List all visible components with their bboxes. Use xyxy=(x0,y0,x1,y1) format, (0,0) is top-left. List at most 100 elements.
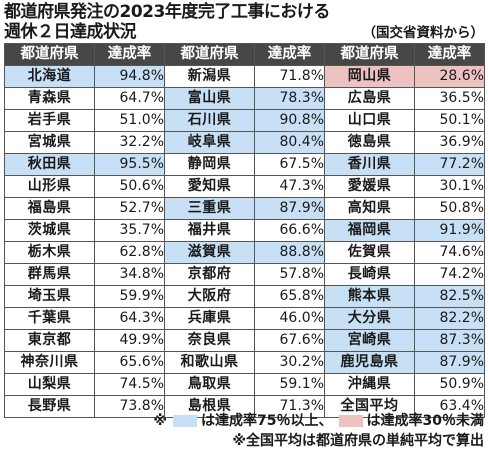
prefecture-cell: 福島県 xyxy=(4,197,95,220)
rate-cell: 88.8% xyxy=(254,241,325,264)
prefecture-cell: 京都府 xyxy=(164,263,255,286)
rate-cell: 82.5% xyxy=(414,285,485,308)
rate-cell: 51.0% xyxy=(94,109,165,132)
rate-cell: 64.3% xyxy=(94,307,165,330)
table-row: 岩手県 51.0% 石川県 90.8% 山口県 50.1% xyxy=(4,109,485,132)
title-line2: 週休２日達成状況 xyxy=(4,22,137,42)
prefecture-cell: 徳島県 xyxy=(324,131,415,154)
rate-cell: 46.0% xyxy=(254,307,325,330)
prefecture-cell: 香川県 xyxy=(324,153,415,176)
prefecture-cell: 北海道 xyxy=(4,65,95,88)
header-rate: 達成率 xyxy=(254,43,325,66)
rate-cell: 34.8% xyxy=(94,263,165,286)
table-row: 長野県 73.8% 島根県 71.3% 全国平均 63.4% xyxy=(4,395,485,418)
table-row: 群馬県 34.8% 京都府 57.8% 長崎県 74.2% xyxy=(4,263,485,286)
prefecture-cell: 沖縄県 xyxy=(324,373,415,396)
table-row: 山梨県 74.5% 鳥取県 59.1% 沖縄県 50.9% xyxy=(4,373,485,396)
prefecture-cell: 全国平均 xyxy=(324,395,415,418)
header-rate: 達成率 xyxy=(414,43,485,66)
rate-cell: 87.9% xyxy=(254,197,325,220)
table-row: 北海道 94.8% 新潟県 71.8% 岡山県 28.6% xyxy=(4,65,485,88)
prefecture-cell: 大分県 xyxy=(324,307,415,330)
table-header-row: 都道府県 達成率 都道府県 達成率 都道府県 達成率 xyxy=(4,43,485,66)
prefecture-cell: 富山県 xyxy=(164,87,255,110)
prefecture-cell: 石川県 xyxy=(164,109,255,132)
table-row: 栃木県 62.8% 滋賀県 88.8% 佐賀県 74.6% xyxy=(4,241,485,264)
rate-cell: 80.4% xyxy=(254,131,325,154)
rate-cell: 50.6% xyxy=(94,175,165,198)
title-row2: 週休２日達成状況 （国交省資料から） xyxy=(4,22,484,43)
table-row: 宮城県 32.2% 岐阜県 80.4% 徳島県 36.9% xyxy=(4,131,485,154)
table-row: 福島県 52.7% 三重県 87.9% 高知県 50.8% xyxy=(4,197,485,220)
table-body: 北海道 94.8% 新潟県 71.8% 岡山県 28.6% 青森県 64.7% 富山県 78.3%… xyxy=(4,65,485,418)
prefecture-cell: 宮崎県 xyxy=(324,329,415,352)
rate-cell: 74.6% xyxy=(414,241,485,264)
rate-cell: 32.2% xyxy=(94,131,165,154)
legend-notes: ※ は達成率75％以上、 は達成率30％未満 ※全国平均は都道府県の単純平均で算… xyxy=(4,411,484,451)
rate-cell: 30.2% xyxy=(254,351,325,374)
prefecture-cell: 鳥取県 xyxy=(164,373,255,396)
prefecture-cell: 岐阜県 xyxy=(164,131,255,154)
prefecture-cell: 神奈川県 xyxy=(4,351,95,374)
prefecture-cell: 福岡県 xyxy=(324,219,415,242)
rate-cell: 67.6% xyxy=(254,329,325,352)
prefecture-cell: 福井県 xyxy=(164,219,255,242)
rate-cell: 59.9% xyxy=(94,285,165,308)
prefecture-cell: 栃木県 xyxy=(4,241,95,264)
prefecture-cell: 静岡県 xyxy=(164,153,255,176)
prefecture-cell: 埼玉県 xyxy=(4,285,95,308)
rate-cell: 49.9% xyxy=(94,329,165,352)
prefecture-cell: 長野県 xyxy=(4,395,95,418)
rate-cell: 66.6% xyxy=(254,219,325,242)
rate-cell: 65.8% xyxy=(254,285,325,308)
prefecture-cell: 高知県 xyxy=(324,197,415,220)
table-row: 神奈川県 65.6% 和歌山県 30.2% 鹿児島県 87.9% xyxy=(4,351,485,374)
rate-cell: 74.2% xyxy=(414,263,485,286)
rate-cell: 65.6% xyxy=(94,351,165,374)
prefecture-cell: 長崎県 xyxy=(324,263,415,286)
note-mark: ※ xyxy=(153,413,168,429)
rate-cell: 50.8% xyxy=(414,197,485,220)
rate-cell: 91.9% xyxy=(414,219,485,242)
prefecture-cell: 岩手県 xyxy=(4,109,95,132)
header-prefecture: 都道府県 xyxy=(4,43,95,66)
prefecture-cell: 愛知県 xyxy=(164,175,255,198)
prefecture-cell: 千葉県 xyxy=(4,307,95,330)
rate-cell: 95.5% xyxy=(94,153,165,176)
prefecture-cell: 東京都 xyxy=(4,329,95,352)
prefecture-cell: 兵庫県 xyxy=(164,307,255,330)
rate-cell: 67.5% xyxy=(254,153,325,176)
prefecture-cell: 山形県 xyxy=(4,175,95,198)
header-prefecture: 都道府県 xyxy=(324,43,415,66)
prefecture-cell: 山梨県 xyxy=(4,373,95,396)
title-line1: 都道府県発注の2023年度完了工事における xyxy=(4,2,330,22)
table-row: 東京都 49.9% 奈良県 67.6% 宮崎県 87.3% xyxy=(4,329,485,352)
header-prefecture: 都道府県 xyxy=(164,43,255,66)
rate-cell: 36.5% xyxy=(414,87,485,110)
average-note: ※全国平均は都道府県の単純平均で算出 xyxy=(232,433,484,449)
prefecture-cell: 山口県 xyxy=(324,109,415,132)
rate-cell: 78.3% xyxy=(254,87,325,110)
rate-cell: 87.9% xyxy=(414,351,485,374)
rate-cell: 50.9% xyxy=(414,373,485,396)
prefecture-cell: 広島県 xyxy=(324,87,415,110)
rate-cell: 57.8% xyxy=(254,263,325,286)
figure-title: 都道府県発注の2023年度完了工事における 週休２日達成状況 （国交省資料から） xyxy=(4,2,484,43)
prefecture-cell: 愛媛県 xyxy=(324,175,415,198)
prefecture-cell: 鹿児島県 xyxy=(324,351,415,374)
rate-cell: 94.8% xyxy=(94,65,165,88)
low-rate-swatch xyxy=(338,415,363,427)
rate-cell: 28.6% xyxy=(414,65,485,88)
rate-cell: 63.4% xyxy=(414,395,485,418)
rate-cell: 50.1% xyxy=(414,109,485,132)
low-rate-legend: は達成率30％未満 xyxy=(366,413,484,429)
prefecture-cell: 青森県 xyxy=(4,87,95,110)
source-note: （国交省資料から） xyxy=(362,25,485,41)
rate-cell: 30.1% xyxy=(414,175,485,198)
legend-row: ※ は達成率75％以上、 は達成率30％未満 xyxy=(4,411,484,431)
high-rate-swatch xyxy=(173,415,198,427)
prefecture-cell: 熊本県 xyxy=(324,285,415,308)
prefecture-cell: 佐賀県 xyxy=(324,241,415,264)
high-rate-legend: は達成率75％以上、 xyxy=(201,413,333,429)
rate-cell: 35.7% xyxy=(94,219,165,242)
